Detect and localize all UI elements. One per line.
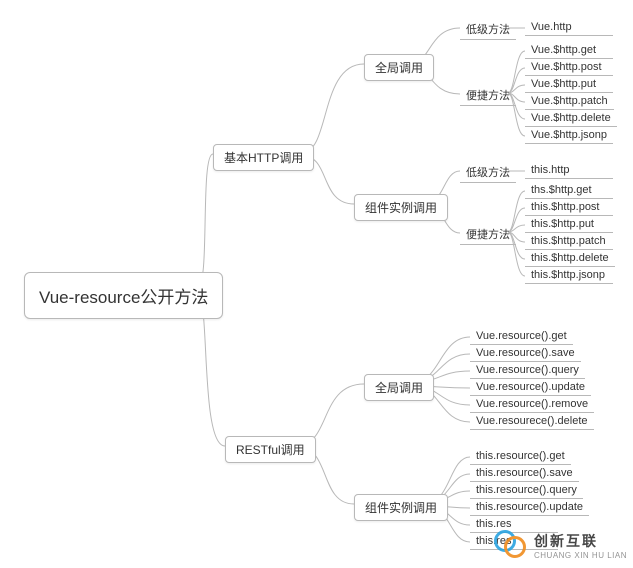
leaf-9: this.$http.post <box>525 199 613 216</box>
leaf-5: Vue.$http.delete <box>525 110 617 127</box>
root-node: Vue-resource公开方法 <box>24 272 223 319</box>
watermark-logo-icon <box>494 528 528 562</box>
leaf-20: this.resource().get <box>470 448 571 465</box>
leaf-14: Vue.resource().get <box>470 328 573 345</box>
level2-node-basic: 基本HTTP调用 <box>213 144 314 171</box>
level2-node-rest: RESTful调用 <box>225 436 316 463</box>
watermark-text-en: CHUANG XIN HU LIAN <box>534 551 627 560</box>
leaf-13: this.$http.jsonp <box>525 267 613 284</box>
leaf-11: this.$http.patch <box>525 233 613 250</box>
watermark: 创新互联 CHUANG XIN HU LIAN <box>494 528 627 562</box>
leaf-6: Vue.$http.jsonp <box>525 127 613 144</box>
leaf-12: this.$http.delete <box>525 250 615 267</box>
leaf-21: this.resource().save <box>470 465 579 482</box>
leaf-18: Vue.resource().remove <box>470 396 594 413</box>
leaf-19: Vue.resourece().delete <box>470 413 594 430</box>
leaf-17: Vue.resource().update <box>470 379 591 396</box>
level3-node-global_rest: 全局调用 <box>364 374 434 401</box>
leaf-0: Vue.http <box>525 19 613 36</box>
leaf-7: this.http <box>525 162 613 179</box>
leaf-22: this.resource().query <box>470 482 583 499</box>
level3-node-inst_rest: 组件实例调用 <box>354 494 448 521</box>
leaf-16: Vue.resource().query <box>470 362 585 379</box>
sublabel-sl2: 便捷方法 <box>460 85 516 106</box>
leaf-8: ths.$http.get <box>525 182 613 199</box>
watermark-text-cn: 创新互联 <box>534 531 627 551</box>
leaf-3: Vue.$http.put <box>525 76 613 93</box>
leaf-10: this.$http.put <box>525 216 613 233</box>
leaf-4: Vue.$http.patch <box>525 93 614 110</box>
sublabel-sl1: 低级方法 <box>460 19 516 40</box>
sublabel-sl3: 低级方法 <box>460 162 516 183</box>
level3-node-inst_basic: 组件实例调用 <box>354 194 448 221</box>
leaf-2: Vue.$http.post <box>525 59 613 76</box>
level3-node-global_basic: 全局调用 <box>364 54 434 81</box>
leaf-1: Vue.$http.get <box>525 42 613 59</box>
leaf-15: Vue.resource().save <box>470 345 581 362</box>
leaf-23: this.resource().update <box>470 499 589 516</box>
sublabel-sl4: 便捷方法 <box>460 224 516 245</box>
